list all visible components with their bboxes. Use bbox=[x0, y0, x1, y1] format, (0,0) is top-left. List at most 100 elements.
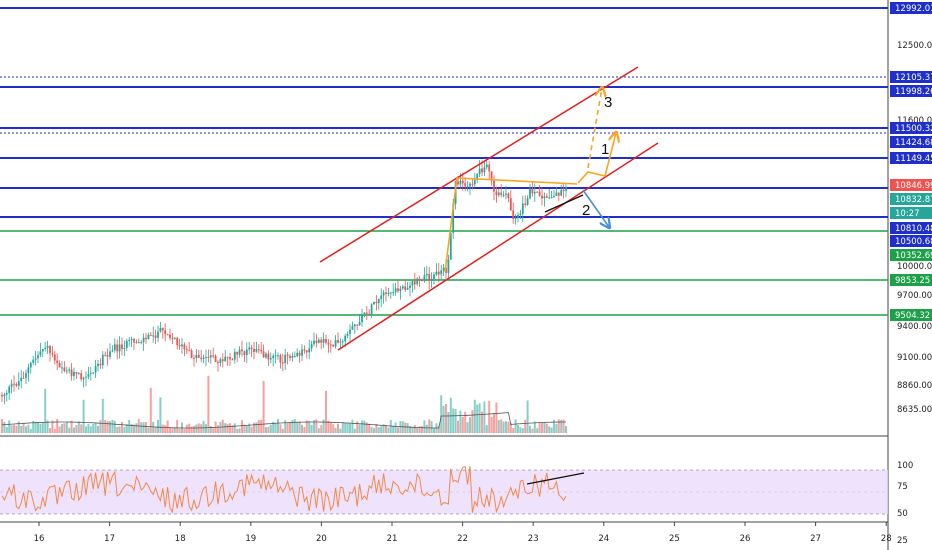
price-tick-label: 12500.00 bbox=[897, 41, 932, 51]
candle-body bbox=[173, 337, 176, 339]
candle-body bbox=[447, 259, 450, 273]
volume-bar bbox=[298, 421, 301, 433]
volume-bar bbox=[392, 426, 395, 433]
annotation-2: 2 bbox=[582, 202, 590, 219]
candle-body bbox=[233, 351, 236, 360]
candle-body bbox=[190, 350, 193, 358]
volume-bar bbox=[560, 419, 563, 433]
candle-body bbox=[459, 180, 462, 185]
price-tick-label: 9100.00 bbox=[897, 353, 932, 363]
candle-body bbox=[25, 373, 27, 378]
volume-bar bbox=[34, 422, 37, 433]
time-tick-label: 27 bbox=[810, 534, 821, 544]
volume-bar bbox=[423, 420, 426, 433]
price-badge bbox=[890, 2, 932, 14]
volume-bar bbox=[488, 400, 491, 433]
candle-body bbox=[154, 335, 157, 338]
volume-bar bbox=[291, 420, 294, 433]
candle-body bbox=[128, 339, 131, 341]
volume-bar bbox=[346, 423, 349, 433]
volume-bar bbox=[25, 426, 27, 433]
volume-bar bbox=[135, 423, 138, 433]
volume-bar bbox=[176, 419, 179, 433]
candle-body bbox=[519, 213, 522, 215]
rsi-pane[interactable] bbox=[0, 466, 888, 515]
candle-body bbox=[334, 340, 337, 347]
volume-bar bbox=[241, 420, 243, 433]
volume-bar bbox=[190, 426, 193, 433]
volume-bar bbox=[116, 426, 119, 433]
candle-body bbox=[346, 333, 349, 336]
candle-body bbox=[550, 197, 553, 199]
candle-body bbox=[178, 345, 181, 347]
candle-body bbox=[214, 355, 217, 363]
price-badge-label: 12992.01 bbox=[895, 4, 932, 14]
volume-bar bbox=[161, 424, 164, 433]
candle-body bbox=[514, 218, 517, 220]
volume-bar bbox=[32, 420, 35, 433]
candle-body bbox=[327, 342, 330, 345]
candle-body bbox=[380, 295, 383, 300]
volume-bar bbox=[61, 424, 63, 433]
time-tick-label: 17 bbox=[104, 534, 115, 544]
time-axis[interactable]: 16 17 18 19 20 21 22 23 24 25 26 27 28 bbox=[34, 522, 892, 544]
volume-bar bbox=[509, 422, 512, 433]
candle-body bbox=[243, 351, 246, 356]
volume-bar bbox=[245, 425, 248, 433]
candle-body bbox=[317, 339, 320, 343]
candle-body bbox=[166, 334, 169, 336]
volume-bar bbox=[466, 422, 469, 433]
volume-bar bbox=[531, 428, 534, 433]
candle-body bbox=[476, 174, 479, 180]
channel-upper[interactable] bbox=[319, 66, 639, 263]
price-badge-label: 9853.25 bbox=[895, 276, 930, 286]
candle-body bbox=[473, 179, 476, 185]
volume-bar bbox=[217, 425, 219, 433]
volume-bar bbox=[233, 423, 236, 433]
volume-bar bbox=[313, 420, 315, 433]
candle-body bbox=[116, 344, 119, 352]
volume-bar bbox=[538, 422, 541, 433]
candle-body bbox=[29, 362, 32, 368]
candle-body bbox=[418, 278, 421, 281]
volume-bar bbox=[349, 423, 351, 433]
candle-body bbox=[89, 373, 92, 375]
volume-bar bbox=[293, 419, 296, 433]
volume-bar bbox=[394, 422, 397, 433]
volume-bar bbox=[322, 419, 325, 433]
volume-bar bbox=[421, 426, 423, 433]
candle-body bbox=[358, 322, 361, 326]
candle-body bbox=[322, 339, 325, 343]
candle-body bbox=[181, 344, 183, 347]
candle-body bbox=[205, 356, 207, 358]
candle-body bbox=[449, 232, 452, 260]
volume-bar bbox=[260, 419, 263, 433]
price-axis[interactable]: 12500.00 11600.00 10000.00 9700.00 9400.00 91… bbox=[897, 41, 932, 415]
candle-body bbox=[1, 395, 3, 397]
volume-bar bbox=[99, 420, 102, 433]
candle-body bbox=[75, 371, 78, 374]
candle-body bbox=[123, 347, 126, 350]
candle-body bbox=[41, 349, 44, 352]
volume-bar bbox=[205, 424, 207, 433]
candle-body bbox=[545, 196, 548, 198]
candle-body bbox=[560, 190, 563, 196]
volume-bar bbox=[289, 421, 291, 433]
candle-body bbox=[401, 286, 404, 289]
candle-body bbox=[308, 348, 311, 353]
volume-bar bbox=[464, 411, 467, 433]
candle-body bbox=[229, 356, 231, 360]
volume-bar bbox=[459, 410, 462, 433]
candle-body bbox=[416, 278, 419, 285]
candle-body bbox=[466, 186, 469, 188]
volume-bar bbox=[20, 425, 23, 433]
channel-lower[interactable] bbox=[337, 142, 659, 351]
price-badge-label: 10846.99 bbox=[895, 181, 932, 191]
price-badge-label: 11424.68 bbox=[895, 138, 932, 148]
volume-bar bbox=[56, 419, 59, 433]
volume-bar bbox=[430, 421, 433, 433]
volume-bar bbox=[166, 420, 169, 433]
volume-bar bbox=[526, 400, 529, 433]
candle-body bbox=[113, 344, 116, 351]
